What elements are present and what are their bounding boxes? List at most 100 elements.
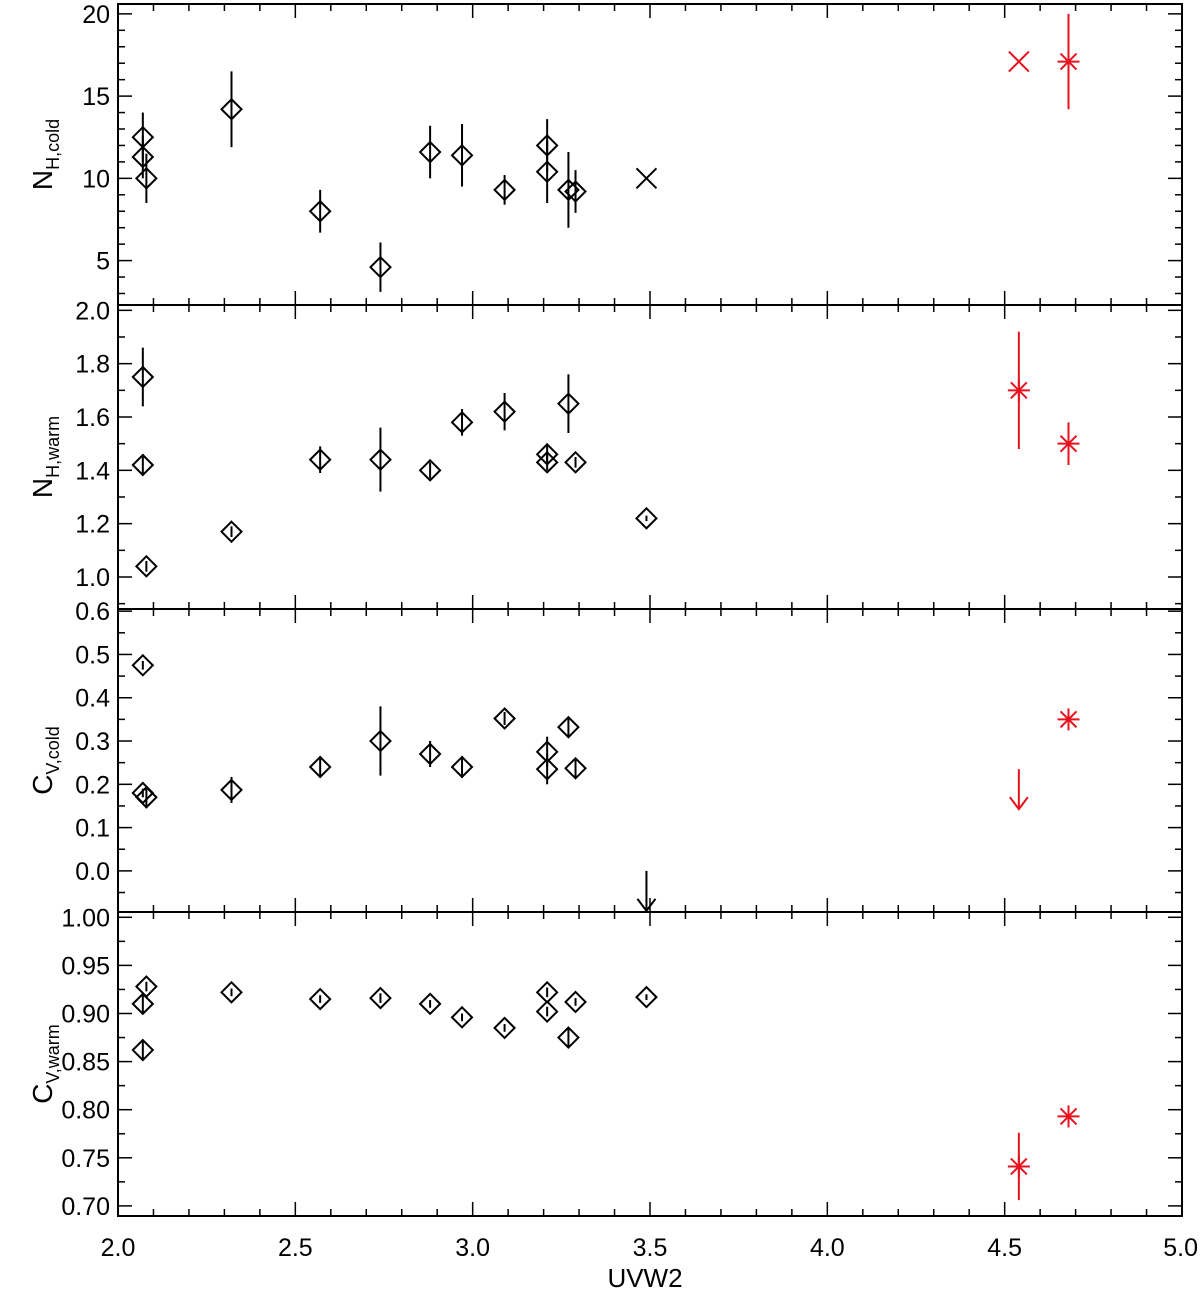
data-point-diamond	[635, 985, 658, 1009]
data-point-diamond	[369, 986, 392, 1010]
data-point-asterisk	[1057, 1105, 1080, 1128]
data-point-diamond	[220, 778, 243, 802]
upper-limit-arrow	[636, 870, 657, 913]
panel-frame	[117, 608, 1183, 913]
data-point-diamond	[131, 1038, 155, 1062]
panel-CV_warm: 0.70 0.75 0.80 0.85 0.90 0.95 1.00 CV,warm	[27, 904, 1183, 1221]
data-point-diamond	[557, 1026, 580, 1049]
asterisk-stroke	[1059, 1107, 1078, 1126]
data-point-diamond	[369, 448, 392, 472]
panels-layer: 5 10 15 20 NH,cold 1.0 1.2 1.4 1.6 1.8 2.0 NH,warm 0…	[27, 1, 1183, 1221]
y-tick-label: 0.3	[75, 728, 110, 756]
data-point-diamond	[134, 785, 158, 809]
data-point-diamond	[418, 992, 442, 1016]
panel-NH_warm: 1.0 1.2 1.4 1.6 1.8 2.0 NH,warm	[27, 297, 1183, 610]
asterisk-stroke	[1059, 434, 1078, 453]
y-tick-label: 0.1	[75, 815, 110, 843]
asterisk-stroke	[1010, 1157, 1028, 1176]
data-point-diamond	[131, 992, 155, 1016]
data-point-asterisk	[1057, 50, 1080, 73]
data-point-asterisk	[1007, 1155, 1030, 1178]
data-point-asterisk	[1057, 432, 1080, 455]
cross-stroke	[1008, 50, 1030, 73]
data-point-diamond	[134, 975, 158, 998]
data-point-diamond	[308, 987, 332, 1011]
data-point-diamond	[308, 199, 332, 223]
y-tick-label: 0.6	[75, 598, 110, 626]
data-point-diamond	[134, 554, 158, 578]
data-point-diamond	[557, 715, 580, 739]
data-point-diamond	[535, 1000, 559, 1023]
data-point-diamond	[535, 450, 559, 474]
data-point-diamond	[308, 755, 332, 779]
data-point-diamond	[418, 742, 442, 766]
y-tick-label: 5	[96, 248, 110, 276]
data-point-diamond	[369, 255, 392, 279]
data-point-diamond	[564, 450, 587, 474]
x-axis: 2.0 2.5 3.0 3.5 4.0 4.5 5.0 UVW2	[101, 1234, 1198, 1289]
y-tick-label: 2.0	[75, 297, 110, 325]
data-point-diamond	[369, 729, 392, 753]
panel-frame	[117, 3, 1183, 306]
y-tick-label: 0.80	[61, 1097, 110, 1125]
cross-stroke	[635, 167, 658, 190]
data-point-diamond	[535, 160, 559, 184]
x-tick-label: 2.0	[101, 1234, 136, 1262]
data-point-diamond	[131, 653, 155, 677]
data-point-diamond	[134, 166, 158, 190]
data-point-diamond	[308, 448, 332, 472]
data-point-diamond	[564, 756, 587, 780]
data-point-diamond	[493, 178, 517, 202]
x-tick-label: 3.0	[455, 1234, 490, 1262]
y-tick-label: 15	[82, 83, 110, 111]
data-point-diamond	[493, 1016, 517, 1040]
x-axis-label: UVW2	[607, 1263, 682, 1289]
data-point-diamond	[493, 707, 517, 730]
y-tick-label: 0.4	[75, 685, 110, 713]
data-point-cross	[1008, 50, 1030, 73]
y-tick-label: 0.75	[61, 1145, 110, 1173]
x-tick-label: 5.0	[1163, 1234, 1198, 1262]
data-point-diamond	[220, 97, 243, 121]
y-tick-label: 1.0	[75, 564, 110, 592]
data-point-diamond	[450, 755, 474, 779]
y-axis-label: NH,cold	[27, 119, 63, 190]
data-point-diamond	[220, 520, 243, 544]
data-point-diamond	[564, 990, 587, 1014]
y-tick-label: 1.8	[75, 351, 110, 379]
data-point-diamond	[418, 140, 442, 164]
y-tick-label: 1.6	[75, 404, 110, 432]
data-point-diamond	[493, 400, 517, 424]
data-point-diamond	[450, 143, 474, 167]
data-point-diamond	[450, 1005, 474, 1029]
data-point-diamond	[418, 458, 442, 482]
arrow-head	[1009, 796, 1029, 811]
data-point-diamond	[535, 757, 559, 781]
data-point-diamond	[220, 980, 243, 1004]
x-tick-label: 2.5	[278, 1234, 313, 1262]
data-point-diamond	[450, 410, 474, 434]
panel-NH_cold: 5 10 15 20 NH,cold	[27, 1, 1183, 306]
data-point-diamond	[131, 453, 155, 477]
x-tick-label: 4.0	[810, 1234, 845, 1262]
y-tick-label: 0.90	[61, 1000, 110, 1028]
data-point-diamond	[131, 365, 155, 389]
y-tick-label: 1.2	[75, 511, 110, 539]
x-tick-label: 3.5	[633, 1234, 668, 1262]
arrow-head	[636, 898, 657, 913]
y-axis-label: NH,warm	[27, 416, 63, 498]
panel-frame	[117, 304, 1183, 610]
upper-limit-arrow	[1009, 769, 1029, 811]
asterisk-stroke	[1059, 710, 1078, 729]
data-point-diamond	[564, 180, 587, 203]
y-tick-label: 10	[82, 165, 110, 193]
asterisk-stroke	[1010, 381, 1028, 400]
x-tick-labels: 2.0 2.5 3.0 3.5 4.0 4.5 5.0	[101, 1234, 1198, 1262]
y-tick-label: 0.5	[75, 641, 110, 669]
y-tick-label: 0.95	[61, 952, 110, 980]
y-axis-label: CV,warm	[27, 1024, 63, 1104]
data-point-cross	[635, 167, 658, 190]
data-point-diamond	[557, 392, 580, 416]
y-tick-label: 1.00	[61, 904, 110, 932]
